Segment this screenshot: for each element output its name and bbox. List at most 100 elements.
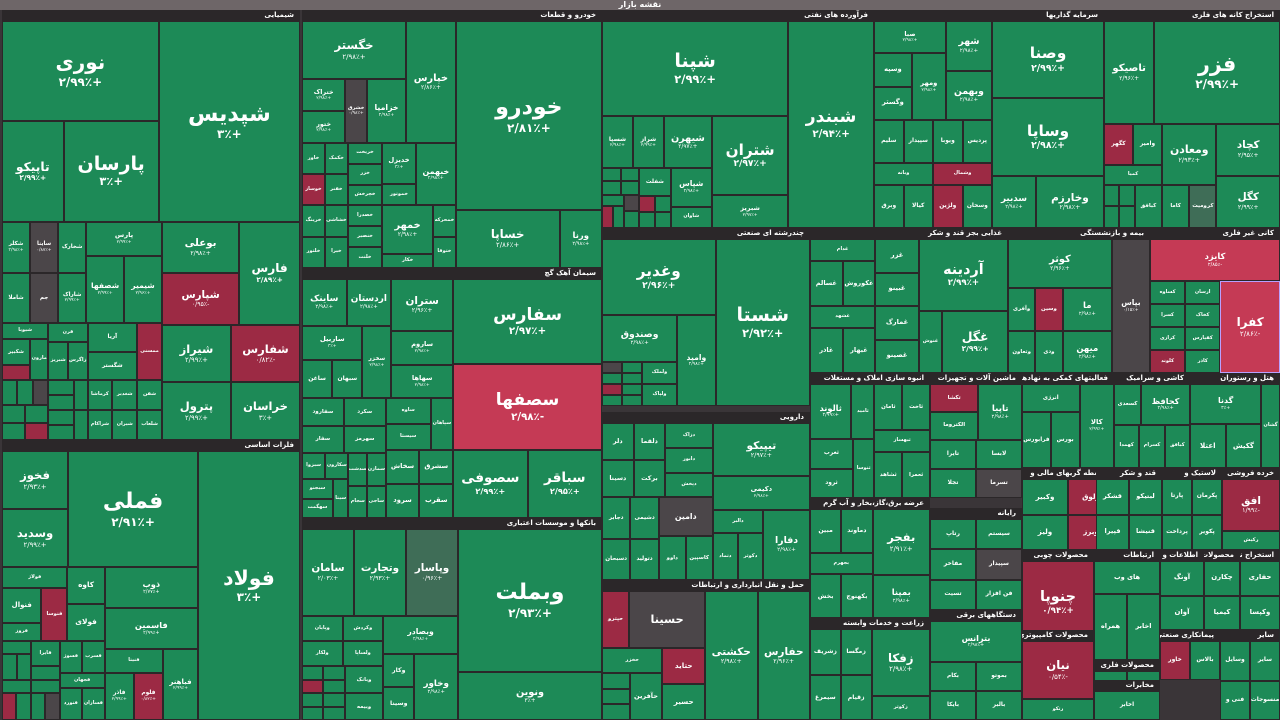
- symbol-tile[interactable]: قرن: [48, 323, 88, 342]
- minor-symbol-tile[interactable]: [48, 394, 75, 410]
- symbol-tile[interactable]: فن افزار: [976, 579, 1022, 610]
- symbol-tile[interactable]: سبزوا: [302, 453, 326, 480]
- symbol-tile[interactable]: سصوفی +۲/۹۹٪: [453, 449, 528, 518]
- symbol-tile[interactable]: شتران +۲/۹۷٪: [711, 116, 789, 196]
- symbol-tile[interactable]: خصدرا: [347, 205, 383, 227]
- symbol-tile[interactable]: دسبحان: [602, 538, 631, 580]
- symbol-tile[interactable]: کرازی: [1150, 327, 1186, 351]
- symbol-tile[interactable]: خدیزل +۳٪: [382, 142, 416, 184]
- symbol-tile[interactable]: بورس: [1050, 412, 1080, 468]
- symbol-tile[interactable]: کحافظ +۲/۹۸٪: [1141, 384, 1190, 425]
- symbol-tile[interactable]: وصندوق +۲/۹۸٪: [602, 315, 678, 362]
- minor-symbol-tile[interactable]: [48, 424, 75, 440]
- symbol-tile[interactable]: فسرب: [82, 640, 105, 673]
- symbol-tile[interactable]: حفارس +۲/۹۶٪: [757, 591, 810, 720]
- symbol-tile[interactable]: وبانه: [874, 163, 934, 185]
- minor-symbol-tile[interactable]: [16, 693, 31, 720]
- symbol-tile[interactable]: خیرا: [324, 236, 348, 268]
- symbol-tile[interactable]: خمهر +۲/۹۸٪: [382, 205, 433, 254]
- minor-symbol-tile[interactable]: [30, 693, 46, 720]
- symbol-tile[interactable]: خزامیا +۲/۹۸٪: [367, 79, 407, 143]
- symbol-tile[interactable]: وبصادر +۲/۹۸٪: [383, 615, 458, 655]
- symbol-tile[interactable]: گدنا +۳٪: [1190, 384, 1262, 424]
- symbol-tile[interactable]: سهرمز: [343, 425, 386, 454]
- symbol-tile[interactable]: وبانک: [344, 666, 384, 694]
- symbol-tile[interactable]: فولاد +۳٪: [198, 451, 300, 720]
- symbol-tile[interactable]: فروز: [2, 622, 42, 641]
- symbol-tile[interactable]: نیان -۰/۵۴٪: [1022, 641, 1094, 700]
- symbol-tile[interactable]: غدام: [810, 239, 876, 262]
- symbol-tile[interactable]: وسین: [1035, 288, 1063, 331]
- minor-symbol-tile[interactable]: [654, 212, 671, 228]
- symbol-tile[interactable]: ساجی: [367, 485, 386, 518]
- symbol-tile[interactable]: دفارا +۲/۹۸٪: [763, 509, 810, 580]
- symbol-tile[interactable]: پارس +۲/۹۹٪: [86, 222, 162, 256]
- symbol-tile[interactable]: ومهر +۲/۹۸٪: [911, 52, 946, 121]
- minor-symbol-tile[interactable]: [25, 422, 49, 440]
- symbol-tile[interactable]: نوری +۲/۹۹٪: [2, 21, 159, 121]
- symbol-tile[interactable]: چکارن: [1204, 561, 1240, 596]
- symbol-tile[interactable]: اخابر: [1127, 594, 1160, 660]
- minor-symbol-tile[interactable]: [2, 365, 31, 380]
- symbol-tile[interactable]: سلیم: [874, 120, 904, 164]
- symbol-tile[interactable]: خودرو +۲/۸۱٪: [455, 21, 602, 210]
- symbol-tile[interactable]: غکوروش: [842, 261, 876, 306]
- symbol-tile[interactable]: شفارس -۰/۸۲٪: [230, 324, 300, 383]
- symbol-tile[interactable]: تایرا: [930, 439, 976, 469]
- symbol-tile[interactable]: کاذر: [1185, 350, 1221, 373]
- minor-symbol-tile[interactable]: [639, 196, 655, 213]
- symbol-tile[interactable]: سخاش: [385, 449, 420, 484]
- symbol-tile[interactable]: ختراک +۲/۹۸٪: [302, 79, 346, 112]
- symbol-tile[interactable]: دامین: [658, 497, 713, 537]
- symbol-tile[interactable]: کسرا: [1150, 304, 1186, 328]
- minor-symbol-tile[interactable]: [2, 422, 26, 440]
- symbol-tile[interactable]: کرومیت: [1189, 184, 1217, 228]
- minor-symbol-tile[interactable]: [2, 379, 18, 406]
- symbol-tile[interactable]: وسایل: [1220, 641, 1250, 681]
- symbol-tile[interactable]: همراه: [1094, 594, 1127, 660]
- symbol-tile[interactable]: ساینک +۲/۹۸٪: [302, 279, 347, 326]
- symbol-tile[interactable]: دپخش: [665, 472, 713, 498]
- symbol-tile[interactable]: تاصیکو +۲/۹۶٪: [1104, 21, 1155, 125]
- symbol-tile[interactable]: فباهنر +۲/۹۹٪: [163, 649, 198, 720]
- minor-symbol-tile[interactable]: [74, 409, 88, 440]
- symbol-tile[interactable]: خگستر +۲/۹۸٪: [302, 21, 407, 80]
- symbol-tile[interactable]: کچاد +۲/۹۵٪: [1216, 124, 1280, 177]
- minor-symbol-tile[interactable]: [2, 679, 31, 694]
- symbol-tile[interactable]: ویوبا: [933, 120, 963, 164]
- minor-symbol-tile[interactable]: [2, 405, 26, 423]
- symbol-tile[interactable]: فخوز +۲/۹۳٪: [2, 451, 69, 510]
- symbol-tile[interactable]: ساوه: [385, 398, 431, 424]
- minor-symbol-tile[interactable]: [74, 379, 88, 410]
- symbol-tile[interactable]: سمازن: [367, 453, 386, 486]
- minor-symbol-tile[interactable]: [45, 693, 60, 720]
- symbol-tile[interactable]: شیهرن +۲/۹۷٪: [663, 116, 712, 168]
- minor-symbol-tile[interactable]: [48, 409, 75, 425]
- symbol-tile[interactable]: خچرخش: [347, 184, 383, 206]
- symbol-tile[interactable]: فملی +۲/۹۱٪: [68, 451, 198, 568]
- minor-symbol-tile[interactable]: [323, 666, 345, 680]
- symbol-tile[interactable]: وصنا +۲/۹۹٪: [992, 21, 1104, 99]
- symbol-tile[interactable]: کگهر: [1104, 124, 1134, 165]
- symbol-tile[interactable]: وکپسا: [1240, 595, 1280, 630]
- symbol-tile[interactable]: وخاور +۲/۹۸٪: [414, 654, 458, 720]
- minor-symbol-tile[interactable]: [1119, 206, 1135, 228]
- minor-symbol-tile[interactable]: [602, 372, 622, 384]
- symbol-tile[interactable]: فارس +۲/۸۹٪: [239, 222, 300, 325]
- minor-symbol-tile[interactable]: [323, 693, 345, 707]
- symbol-tile[interactable]: کفرا -۲/۸۶٪: [1220, 281, 1280, 373]
- symbol-tile[interactable]: بخش: [810, 574, 842, 618]
- symbol-tile[interactable]: دابور: [665, 447, 713, 473]
- symbol-tile[interactable]: کالا +۲/۹۹٪: [1079, 384, 1114, 468]
- symbol-tile[interactable]: فنی و: [1220, 680, 1250, 720]
- symbol-tile[interactable]: خشرق +۰/۹۸٪: [345, 79, 368, 143]
- minor-symbol-tile[interactable]: [602, 673, 630, 689]
- symbol-tile[interactable]: گشان: [1261, 384, 1280, 468]
- symbol-tile[interactable]: کوثر +۲/۹۶٪: [1008, 239, 1112, 289]
- symbol-tile[interactable]: اردستان +۲/۹۸٪: [346, 279, 392, 326]
- symbol-tile[interactable]: مبین: [810, 509, 842, 553]
- symbol-tile[interactable]: آریا: [87, 323, 138, 352]
- minor-symbol-tile[interactable]: [621, 361, 642, 373]
- symbol-tile[interactable]: وسینا: [383, 687, 415, 720]
- minor-symbol-tile[interactable]: [602, 688, 630, 705]
